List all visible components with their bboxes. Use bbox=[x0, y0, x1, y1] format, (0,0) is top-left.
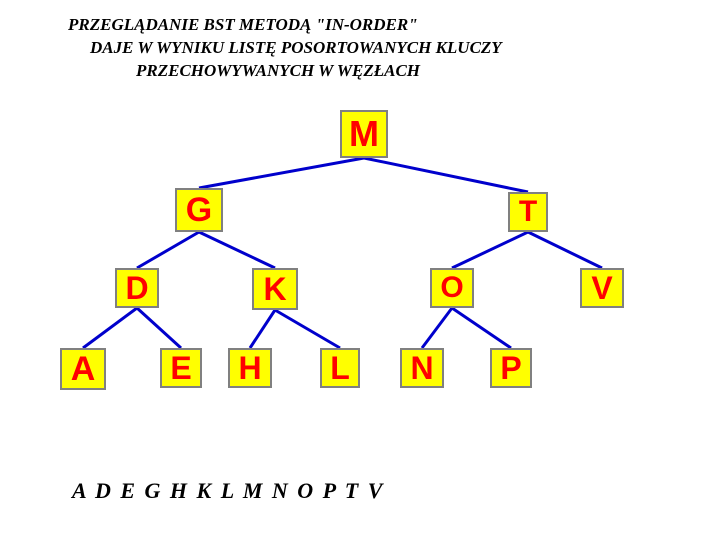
edge-T-V bbox=[528, 232, 602, 268]
title-line-1: PRZEGLĄDANIE BST METODĄ "IN-ORDER" bbox=[68, 14, 502, 37]
edge-M-G bbox=[199, 158, 364, 188]
tree-node-V: V bbox=[580, 268, 624, 308]
title-line-3: PRZECHOWYWANYCH W WĘZŁACH bbox=[136, 60, 502, 83]
edge-K-H bbox=[250, 310, 275, 348]
title-line-2: DAJE W WYNIKU LISTĘ POSORTOWANYCH KLUCZY bbox=[90, 37, 502, 60]
tree-node-P: P bbox=[490, 348, 532, 388]
tree-node-H: H bbox=[228, 348, 272, 388]
inorder-result: A D E G H K L M N O P T V bbox=[72, 478, 384, 504]
edge-T-O bbox=[452, 232, 528, 268]
edge-D-E bbox=[137, 308, 181, 348]
title-block: PRZEGLĄDANIE BST METODĄ "IN-ORDER" DAJE … bbox=[68, 14, 502, 83]
edge-O-P bbox=[452, 308, 511, 348]
edge-K-L bbox=[275, 310, 340, 348]
tree-node-G: G bbox=[175, 188, 223, 232]
edge-M-T bbox=[364, 158, 528, 192]
tree-node-K: K bbox=[252, 268, 298, 310]
tree-node-L: L bbox=[320, 348, 360, 388]
bst-tree: M G T D K O V A EH LN P bbox=[60, 100, 660, 440]
edge-D-A bbox=[83, 308, 137, 348]
tree-node-D: D bbox=[115, 268, 159, 308]
edge-G-D bbox=[137, 232, 199, 268]
tree-node-O: O bbox=[430, 268, 474, 308]
edge-G-K bbox=[199, 232, 275, 268]
tree-node-T: T bbox=[508, 192, 548, 232]
tree-node-M: M bbox=[340, 110, 388, 158]
edge-O-N bbox=[422, 308, 452, 348]
tree-node-E: E bbox=[160, 348, 202, 388]
tree-node-A: A bbox=[60, 348, 106, 390]
tree-node-N: N bbox=[400, 348, 444, 388]
